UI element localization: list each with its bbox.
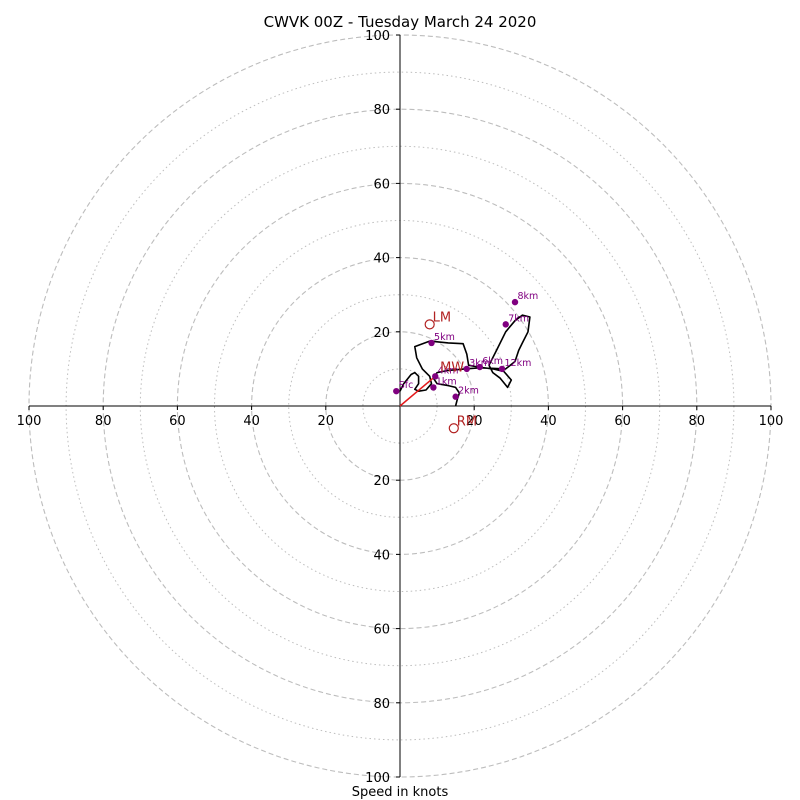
height-point-1km	[430, 384, 437, 391]
height-point-12km	[498, 365, 506, 373]
height-point-3km	[463, 365, 470, 373]
x-tick-label: 100	[759, 414, 784, 429]
storm-motion-lm-marker	[424, 319, 435, 330]
y-tick-label: 60	[373, 177, 390, 192]
y-tick-label: 80	[373, 103, 390, 118]
x-tick-label: 20	[466, 414, 483, 429]
x-tick-label: 80	[689, 414, 706, 429]
storm-motion-rm-label: RM	[457, 414, 477, 429]
x-tick-label: 60	[169, 414, 186, 429]
y-tick-label: 20	[373, 326, 390, 341]
y-tick-label: 40	[373, 252, 390, 267]
y-tick-label: 60	[373, 623, 390, 638]
height-point-5km	[428, 339, 435, 347]
x-tick-label: 80	[95, 414, 112, 429]
height-label-2km: 2km	[458, 386, 479, 397]
x-tick-label: 100	[17, 414, 42, 429]
x-tick-label: 40	[243, 414, 260, 429]
height-point-2km	[452, 393, 459, 400]
height-label-7km: 7km	[508, 313, 529, 324]
height-point-6km	[476, 363, 483, 371]
x-tick-label: 60	[614, 414, 631, 429]
height-label-4km: 4km	[438, 365, 459, 376]
height-label-1km: 1km	[436, 376, 457, 387]
x-tick-label: 40	[540, 414, 557, 429]
y-tick-label: 20	[373, 474, 390, 489]
height-label-6km: 6km	[482, 356, 503, 367]
height-label-8km: 8km	[518, 291, 539, 302]
y-tick-label: 100	[365, 29, 390, 44]
y-tick-label: 80	[373, 697, 390, 712]
height-point-sfc	[393, 387, 400, 395]
height-point-8km	[511, 298, 519, 306]
height-label-3km: 3km	[469, 358, 490, 369]
storm-motion-lm-label: LM	[433, 310, 451, 325]
height-label-sfc: Sfc	[399, 380, 414, 391]
y-tick-label: 100	[365, 771, 390, 786]
hodograph-trace	[399, 314, 531, 407]
chart-title: CWVK 00Z - Tuesday March 24 2020	[264, 13, 537, 31]
height-label-12km: 12km	[505, 358, 532, 369]
shear-vector	[399, 375, 436, 407]
axis-tick-labels: 20 40 60 80 100 100 80 60 40 20 100 80 60 40 20 20 40 60 8…	[17, 29, 784, 786]
storm-motion-rm-marker	[448, 423, 459, 434]
height-label-5km: 5km	[434, 332, 455, 343]
storm-motion-mw-label: MW	[440, 360, 464, 375]
height-point-4km	[432, 373, 439, 380]
x-axis-label: Speed in knots	[352, 785, 449, 800]
height-point-7km	[502, 321, 509, 328]
x-tick-label: 20	[318, 414, 335, 429]
y-tick-label: 40	[373, 548, 390, 563]
